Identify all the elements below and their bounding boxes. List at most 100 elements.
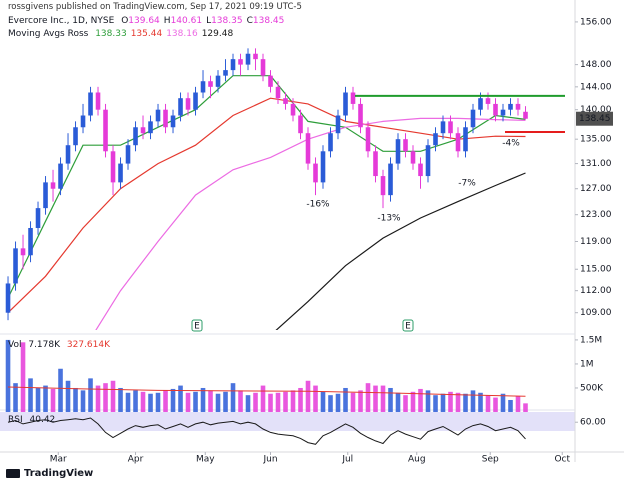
ma-value: 138.16 <box>166 29 198 39</box>
candle-body <box>253 53 258 60</box>
candle-body <box>223 70 228 76</box>
candle-body <box>148 121 153 134</box>
candle-body <box>28 227 33 256</box>
x-tick-label: Sep <box>482 455 499 465</box>
volume-bar <box>373 385 378 412</box>
ma-title: Moving Avgs Ross <box>8 29 89 39</box>
candle-body <box>500 109 506 116</box>
volume-bar <box>448 391 453 412</box>
candle-body <box>365 127 371 152</box>
earnings-marker <box>191 319 203 332</box>
candle-body <box>118 163 123 183</box>
moving-average <box>275 172 526 330</box>
ohlc-prefix: H <box>163 16 171 26</box>
ohlc-prefix: C <box>246 16 253 26</box>
y-tick-label: 144.00 <box>580 82 612 92</box>
volume-bar <box>223 391 228 412</box>
volume-bar <box>440 393 446 412</box>
volume-bar <box>455 392 461 412</box>
y-tick-label: 112.00 <box>580 286 612 296</box>
candle-body <box>140 127 146 134</box>
volume-bar <box>388 387 393 412</box>
earnings-marker <box>402 319 414 332</box>
candle-body <box>515 103 521 110</box>
candle-body <box>193 92 198 110</box>
volume-bar <box>433 395 438 412</box>
candle-body <box>485 98 491 104</box>
volume-bar <box>320 391 326 412</box>
symbol-header: Evercore Inc., 1D, NYSE O139.64 H140.61 L1… <box>8 16 292 27</box>
volume-bar <box>290 390 296 412</box>
volume-header: Vol 7.178K 327.614K <box>8 340 114 351</box>
volume-bar <box>140 391 146 412</box>
annotation: -13% <box>377 214 401 224</box>
volume-bar <box>425 390 431 412</box>
volume-bar <box>328 395 333 412</box>
candle-body <box>88 92 93 116</box>
volume-bar <box>125 392 131 412</box>
ohlc-value: 140.61 <box>170 16 203 26</box>
candle-body <box>95 92 101 110</box>
earnings-label: E <box>405 322 411 332</box>
volume-bar <box>178 385 183 412</box>
volume-bar <box>268 393 273 412</box>
x-tick-label: Mar <box>50 455 67 465</box>
candle-body <box>260 59 266 76</box>
volume-bar <box>208 390 213 412</box>
moving-average <box>7 75 526 299</box>
volume-bar <box>260 385 266 412</box>
candle-body <box>43 182 48 209</box>
volume-bar <box>65 380 71 412</box>
volume-bar <box>305 380 311 412</box>
x-tick-label: Jul <box>341 455 353 465</box>
candle-body <box>275 86 281 99</box>
volume-bar <box>500 393 506 412</box>
volume-bar <box>418 388 423 412</box>
volume-bar <box>35 387 41 412</box>
ohlc-readout: O139.64 H140.61 L138.35 C138.45 <box>121 16 288 26</box>
volume-bar <box>410 391 416 412</box>
x-tick-label: Aug <box>408 455 426 465</box>
candle-body <box>13 248 18 284</box>
candle-body <box>155 109 161 122</box>
candle-body <box>418 163 423 177</box>
candle-body <box>403 139 408 152</box>
candle-body <box>163 109 168 128</box>
volume-bar <box>200 387 206 412</box>
volume-readout: 7.178K <box>28 340 61 350</box>
candle-body <box>320 151 326 183</box>
volume-bar <box>110 380 116 412</box>
volume-bar <box>508 399 513 412</box>
x-tick-label: Oct <box>554 455 570 465</box>
candle-body <box>200 81 206 93</box>
volume-bar <box>463 393 468 412</box>
candle-body <box>65 145 71 164</box>
y-tick-label: 148.00 <box>580 60 612 70</box>
volume-bar <box>470 390 476 412</box>
candle-body <box>328 133 333 152</box>
candle-body <box>208 81 213 87</box>
volume-bar <box>148 393 153 412</box>
candle-body <box>178 98 183 116</box>
candle-body <box>380 176 386 196</box>
price-pane <box>5 48 528 330</box>
candle-body <box>358 103 363 128</box>
y-tick-label: 135.00 <box>580 135 612 145</box>
ma-value: 138.33 <box>95 29 127 39</box>
candle-body <box>313 163 318 183</box>
volume-bar <box>103 383 108 412</box>
candle-body <box>470 109 476 128</box>
y-tick-label: 60.00 <box>580 418 606 428</box>
volume-bar <box>298 387 303 412</box>
candle-body <box>268 75 273 87</box>
volume-average <box>7 386 526 397</box>
candle-body <box>440 121 446 134</box>
symbol-title: Evercore Inc., 1D, NYSE <box>8 16 115 26</box>
x-tick-label: Apr <box>128 455 144 465</box>
candle-body <box>133 127 138 146</box>
candle-body <box>50 182 56 189</box>
candle-body <box>238 59 243 65</box>
volume-bar <box>403 395 408 412</box>
volume-bar <box>245 395 251 412</box>
